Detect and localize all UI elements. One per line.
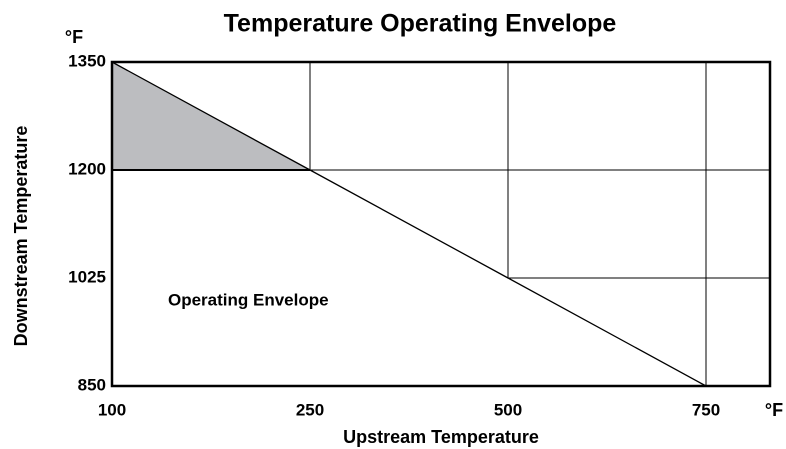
x-tick-label: 100 [98, 400, 126, 419]
plot-frame [110, 60, 772, 388]
envelope-line [111, 61, 707, 387]
x-tick-label: 500 [494, 400, 522, 419]
annotation: Operating Envelope [168, 290, 329, 309]
x-tick-label: 750 [692, 400, 720, 419]
y-tick-label: 1200 [68, 159, 106, 178]
x-axis-label: Upstream Temperature [343, 427, 539, 447]
y-tick-label: 1025 [68, 267, 106, 286]
y-axis-label: Downstream Temperature [11, 126, 31, 347]
y-unit: °F [65, 27, 83, 47]
x-tick-label: 250 [296, 400, 324, 419]
y-tick-label: 850 [78, 375, 106, 394]
x-unit: °F [765, 400, 783, 420]
y-tick-label: 1350 [68, 51, 106, 70]
chart-title: Temperature Operating Envelope [224, 10, 617, 38]
